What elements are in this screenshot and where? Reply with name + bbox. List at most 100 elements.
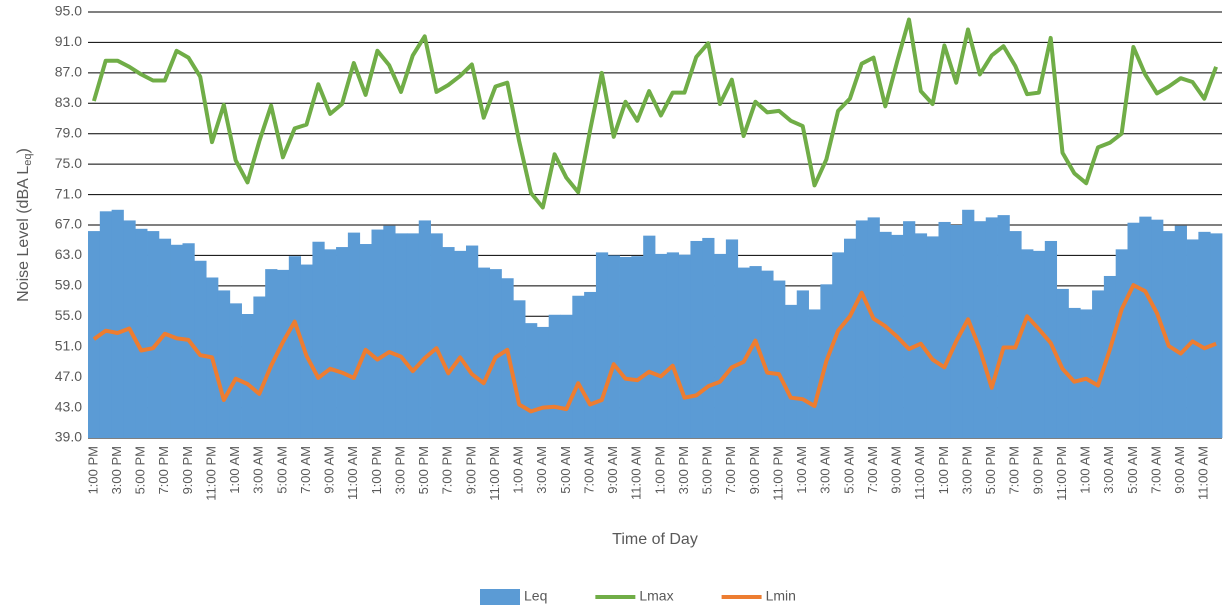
x-tick-label: 9:00 AM [605, 446, 620, 494]
bar [359, 244, 372, 438]
x-tick-label: 3:00 PM [109, 446, 124, 494]
bar [678, 254, 691, 438]
bar [88, 231, 101, 438]
x-tick-label: 11:00 AM [345, 446, 360, 500]
bar [548, 314, 561, 438]
bar [714, 253, 727, 438]
bar [241, 314, 254, 438]
bar [690, 240, 703, 438]
bar [572, 295, 585, 438]
line-series [92, 283, 1217, 414]
bar [926, 236, 939, 438]
x-tick-label: 5:00 AM [558, 446, 573, 494]
bar [324, 249, 337, 438]
x-tick-label: 9:00 PM [463, 446, 478, 494]
x-tick-label: 7:00 PM [156, 446, 171, 494]
bar [903, 221, 916, 438]
x-tick-label: 11:00 PM [487, 446, 502, 501]
bar [796, 290, 809, 438]
y-tick-label: 87.0 [55, 64, 82, 80]
bar [277, 269, 290, 438]
x-tick-label: 7:00 PM [723, 446, 738, 494]
x-tick-label: 1:00 AM [1078, 446, 1093, 494]
y-tick-label: 67.0 [55, 216, 82, 232]
bar [725, 239, 739, 438]
x-tick-label: 9:00 PM [180, 446, 195, 494]
x-tick-label: 9:00 AM [1172, 446, 1187, 494]
bar [702, 237, 715, 438]
bar [147, 231, 160, 438]
y-axis-title-part: Noise Level (dBA L [15, 166, 32, 302]
bar [560, 314, 573, 438]
bar [666, 252, 680, 438]
bar [418, 220, 431, 438]
x-tick-label: 5:00 AM [274, 446, 289, 494]
bar [1174, 225, 1187, 438]
bar [879, 231, 892, 438]
bar [950, 225, 963, 438]
x-tick-label: 5:00 AM [841, 446, 856, 494]
bar [1115, 249, 1128, 438]
x-tick-label: 5:00 PM [983, 446, 998, 494]
y-tick-label: 51.0 [55, 337, 82, 353]
bar [489, 269, 502, 438]
x-tick-label: 9:00 AM [322, 446, 337, 494]
bar [1151, 219, 1164, 438]
x-tick-label: 3:00 AM [818, 446, 833, 494]
bar [631, 256, 644, 438]
legend-label: Leq [524, 588, 547, 604]
bar [1021, 249, 1034, 438]
bar [607, 255, 620, 438]
bar [288, 256, 302, 438]
bar [347, 232, 361, 438]
bar [1127, 222, 1140, 438]
bar [466, 245, 479, 438]
y-tick-label: 75.0 [55, 155, 82, 171]
x-tick-label: 5:00 AM [1125, 446, 1140, 494]
bar [1210, 233, 1223, 438]
x-tick-label: 3:00 PM [959, 446, 974, 494]
y-tick-label: 71.0 [55, 185, 82, 201]
bar [737, 267, 750, 438]
bar [1198, 231, 1211, 438]
x-tick-label: 1:00 AM [227, 446, 242, 494]
x-tick-label: 5:00 PM [700, 446, 715, 494]
x-tick-label: 1:00 PM [85, 446, 100, 494]
y-tick-label: 39.0 [55, 429, 82, 445]
x-tick-label: 1:00 PM [369, 446, 384, 494]
y-axis-title-part: ) [15, 148, 32, 153]
y-tick-label: 95.0 [55, 3, 82, 19]
y-tick-label: 59.0 [55, 277, 82, 293]
bar [371, 229, 384, 438]
bar [135, 228, 148, 438]
x-tick-label: 1:00 PM [936, 446, 951, 494]
x-tick-label: 11:00 AM [912, 446, 927, 500]
y-tick-label: 63.0 [55, 246, 82, 262]
bar [430, 233, 443, 438]
bar [158, 238, 172, 438]
bar [1068, 307, 1081, 438]
x-tick-label: 7:00 AM [865, 446, 880, 494]
bar [111, 209, 124, 438]
x-tick-label: 11:00 PM [203, 446, 218, 501]
bar [406, 233, 420, 438]
bar [442, 247, 455, 438]
bar [253, 296, 266, 438]
legend-swatch [480, 589, 520, 605]
bar [1056, 288, 1069, 438]
x-tick-label: 11:00 AM [629, 446, 644, 500]
y-tick-label: 55.0 [55, 307, 82, 323]
bar [619, 256, 632, 438]
bar [784, 304, 798, 438]
bar [1033, 250, 1046, 438]
bar [584, 291, 597, 438]
bar [525, 323, 538, 438]
x-tick-label: 9:00 PM [1030, 446, 1045, 494]
x-tick-label: 3:00 AM [1101, 446, 1116, 494]
bar [844, 238, 857, 438]
bar [1080, 309, 1093, 438]
bar [595, 252, 609, 438]
y-tick-label: 83.0 [55, 94, 82, 110]
x-tick-label: 11:00 PM [770, 446, 785, 501]
